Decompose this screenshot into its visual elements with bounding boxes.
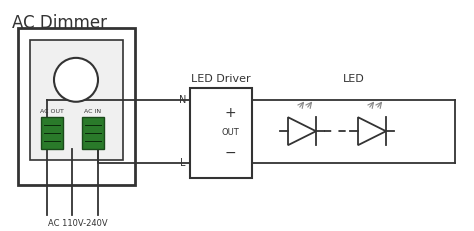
Bar	[41, 117, 63, 149]
Text: L: L	[181, 158, 186, 168]
Text: −: −	[225, 146, 236, 159]
Bar	[30, 40, 123, 160]
Text: AC IN: AC IN	[84, 109, 101, 114]
Text: AC 110V-240V: AC 110V-240V	[48, 219, 107, 228]
Text: +: +	[225, 106, 236, 120]
Text: LED Driver: LED Driver	[191, 74, 251, 84]
Circle shape	[54, 58, 98, 102]
Text: LED: LED	[343, 74, 365, 84]
Bar	[82, 117, 104, 149]
Bar	[18, 28, 135, 185]
Text: AC Dimmer: AC Dimmer	[12, 14, 107, 32]
Text: OUT: OUT	[221, 128, 239, 137]
Text: AC OUT: AC OUT	[40, 109, 64, 114]
Bar	[190, 88, 252, 178]
Polygon shape	[358, 117, 386, 145]
Text: N: N	[179, 95, 186, 105]
Polygon shape	[288, 117, 316, 145]
